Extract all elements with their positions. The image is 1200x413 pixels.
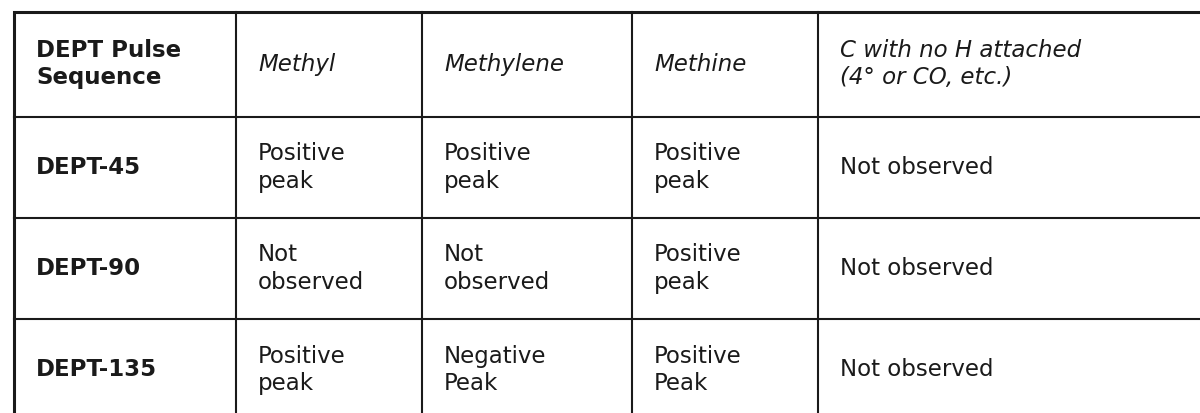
Text: DEPT-135: DEPT-135 (36, 358, 157, 381)
Text: Positive
peak: Positive peak (654, 243, 742, 294)
Text: Not observed: Not observed (840, 257, 994, 280)
Text: Positive
peak: Positive peak (654, 142, 742, 193)
Text: Positive
peak: Positive peak (258, 142, 346, 193)
Text: Methylene: Methylene (444, 53, 564, 76)
Text: C with no H attached
(4° or CO, etc.): C with no H attached (4° or CO, etc.) (840, 39, 1081, 90)
Text: Not observed: Not observed (840, 358, 994, 381)
Text: Positive
Peak: Positive Peak (654, 344, 742, 395)
Text: Positive
peak: Positive peak (258, 344, 346, 395)
Text: DEPT Pulse
Sequence: DEPT Pulse Sequence (36, 39, 181, 90)
Text: Negative
Peak: Negative Peak (444, 344, 546, 395)
Text: Not
observed: Not observed (258, 243, 365, 294)
Text: DEPT-90: DEPT-90 (36, 257, 142, 280)
Text: Positive
peak: Positive peak (444, 142, 532, 193)
Text: Not observed: Not observed (840, 156, 994, 179)
Text: Methine: Methine (654, 53, 746, 76)
Text: DEPT-45: DEPT-45 (36, 156, 142, 179)
Text: Not
observed: Not observed (444, 243, 551, 294)
Text: Methyl: Methyl (258, 53, 335, 76)
